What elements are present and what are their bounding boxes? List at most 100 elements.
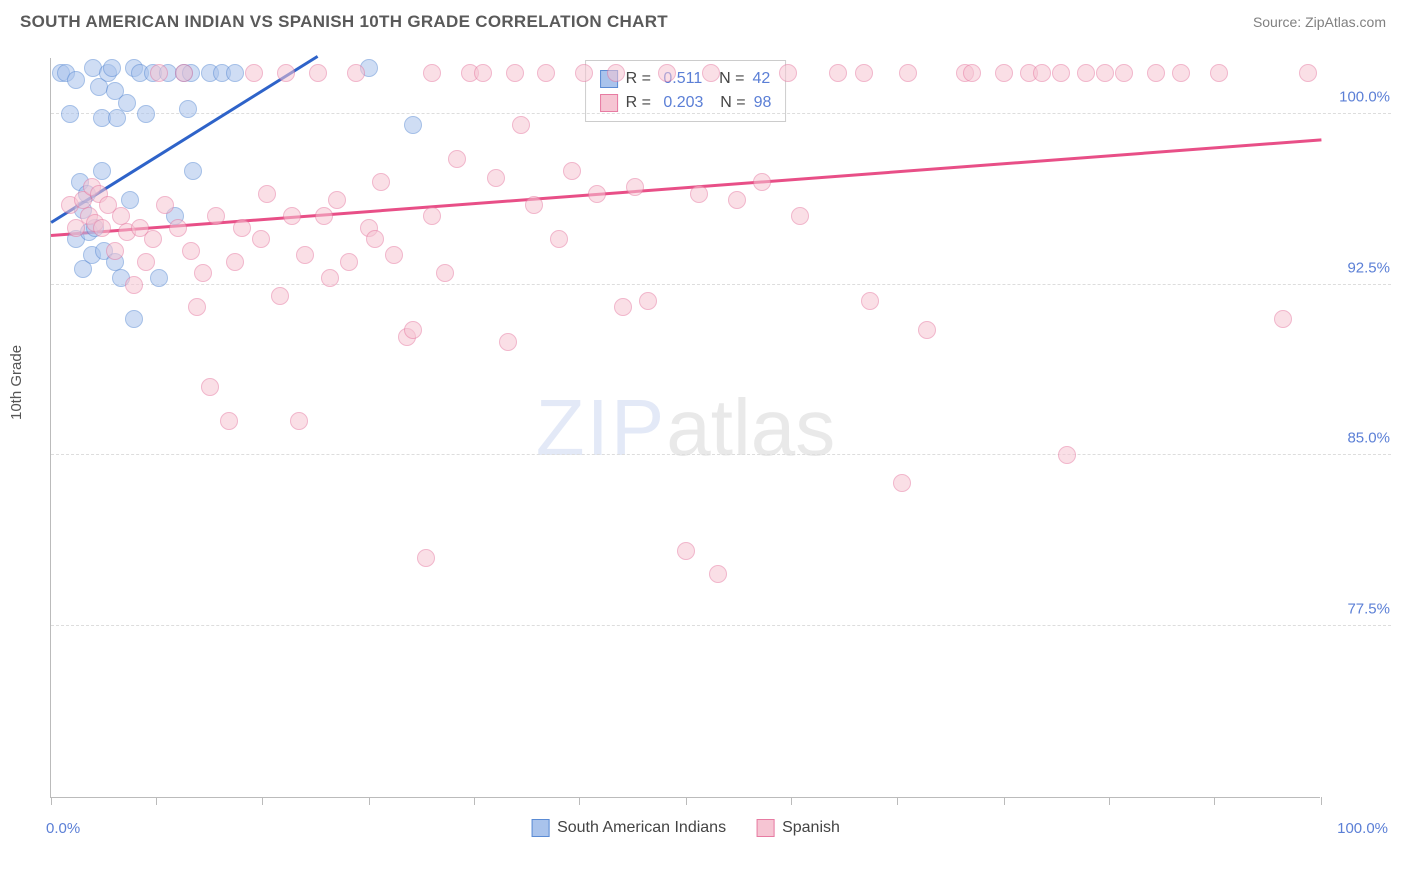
- data-point: [121, 191, 139, 209]
- chart-plot-area: ZIPatlas R = 0.511 N =42R = 0.203 N =98 …: [50, 58, 1320, 798]
- x-tick: [1004, 797, 1005, 805]
- data-point: [728, 191, 746, 209]
- y-tick-label: 77.5%: [1347, 601, 1390, 618]
- data-point: [607, 64, 625, 82]
- data-point: [226, 253, 244, 271]
- data-point: [709, 565, 727, 583]
- data-point: [779, 64, 797, 82]
- data-point: [93, 162, 111, 180]
- data-point: [372, 173, 390, 191]
- data-point: [385, 246, 403, 264]
- data-point: [169, 219, 187, 237]
- x-tick: [579, 797, 580, 805]
- data-point: [417, 549, 435, 567]
- legend-n-label: N =: [711, 91, 745, 115]
- x-tick: [686, 797, 687, 805]
- x-axis-min: 0.0%: [46, 820, 80, 837]
- data-point: [753, 173, 771, 191]
- data-point: [893, 474, 911, 492]
- x-tick: [51, 797, 52, 805]
- data-point: [537, 64, 555, 82]
- legend-n-value: 42: [752, 67, 770, 91]
- data-point: [995, 64, 1013, 82]
- y-tick-label: 85.0%: [1347, 430, 1390, 447]
- legend-r-label: R =: [626, 91, 651, 115]
- data-point: [702, 64, 720, 82]
- data-point: [963, 64, 981, 82]
- data-point: [614, 298, 632, 316]
- x-tick: [791, 797, 792, 805]
- data-point: [103, 59, 121, 77]
- watermark: ZIPatlas: [536, 382, 835, 474]
- legend-row: R = 0.511 N =42: [600, 67, 772, 91]
- data-point: [1210, 64, 1228, 82]
- data-point: [829, 64, 847, 82]
- x-tick: [1214, 797, 1215, 805]
- data-point: [1274, 310, 1292, 328]
- data-point: [855, 64, 873, 82]
- data-point: [150, 64, 168, 82]
- x-tick: [474, 797, 475, 805]
- data-point: [144, 230, 162, 248]
- data-point: [309, 64, 327, 82]
- legend-item: Spanish: [756, 819, 840, 837]
- data-point: [423, 207, 441, 225]
- y-axis-label: 10th Grade: [8, 345, 25, 420]
- data-point: [106, 242, 124, 260]
- data-point: [93, 219, 111, 237]
- data-point: [137, 105, 155, 123]
- data-point: [271, 287, 289, 305]
- data-point: [366, 230, 384, 248]
- data-point: [258, 185, 276, 203]
- data-point: [899, 64, 917, 82]
- source-label: Source: ZipAtlas.com: [1253, 14, 1386, 30]
- data-point: [233, 219, 251, 237]
- data-point: [188, 298, 206, 316]
- data-point: [404, 321, 422, 339]
- data-point: [1147, 64, 1165, 82]
- legend-item: South American Indians: [531, 819, 726, 837]
- legend-label: Spanish: [782, 819, 840, 837]
- data-point: [626, 178, 644, 196]
- data-point: [575, 64, 593, 82]
- data-point: [1115, 64, 1133, 82]
- data-point: [179, 100, 197, 118]
- data-point: [220, 412, 238, 430]
- data-point: [1033, 64, 1051, 82]
- data-point: [404, 116, 422, 134]
- data-point: [690, 185, 708, 203]
- gridline: [51, 625, 1391, 626]
- data-point: [347, 64, 365, 82]
- watermark-atlas: atlas: [666, 383, 835, 472]
- x-tick: [262, 797, 263, 805]
- data-point: [1052, 64, 1070, 82]
- legend-r-value: 0.203: [659, 91, 703, 115]
- legend-r-label: R =: [626, 67, 651, 91]
- data-point: [499, 333, 517, 351]
- data-point: [315, 207, 333, 225]
- data-point: [118, 94, 136, 112]
- data-point: [1058, 446, 1076, 464]
- legend-swatch: [600, 94, 618, 112]
- data-point: [512, 116, 530, 134]
- chart-title: SOUTH AMERICAN INDIAN VS SPANISH 10TH GR…: [20, 12, 668, 32]
- data-point: [677, 542, 695, 560]
- x-tick: [156, 797, 157, 805]
- data-point: [1172, 64, 1190, 82]
- legend-swatch: [531, 819, 549, 837]
- data-point: [277, 64, 295, 82]
- data-point: [918, 321, 936, 339]
- legend-row: R = 0.203 N =98: [600, 91, 772, 115]
- data-point: [588, 185, 606, 203]
- data-point: [321, 269, 339, 287]
- x-tick: [897, 797, 898, 805]
- data-point: [201, 378, 219, 396]
- data-point: [861, 292, 879, 310]
- data-point: [207, 207, 225, 225]
- data-point: [1299, 64, 1317, 82]
- data-point: [283, 207, 301, 225]
- data-point: [184, 162, 202, 180]
- watermark-zip: ZIP: [536, 383, 666, 472]
- data-point: [226, 64, 244, 82]
- data-point: [423, 64, 441, 82]
